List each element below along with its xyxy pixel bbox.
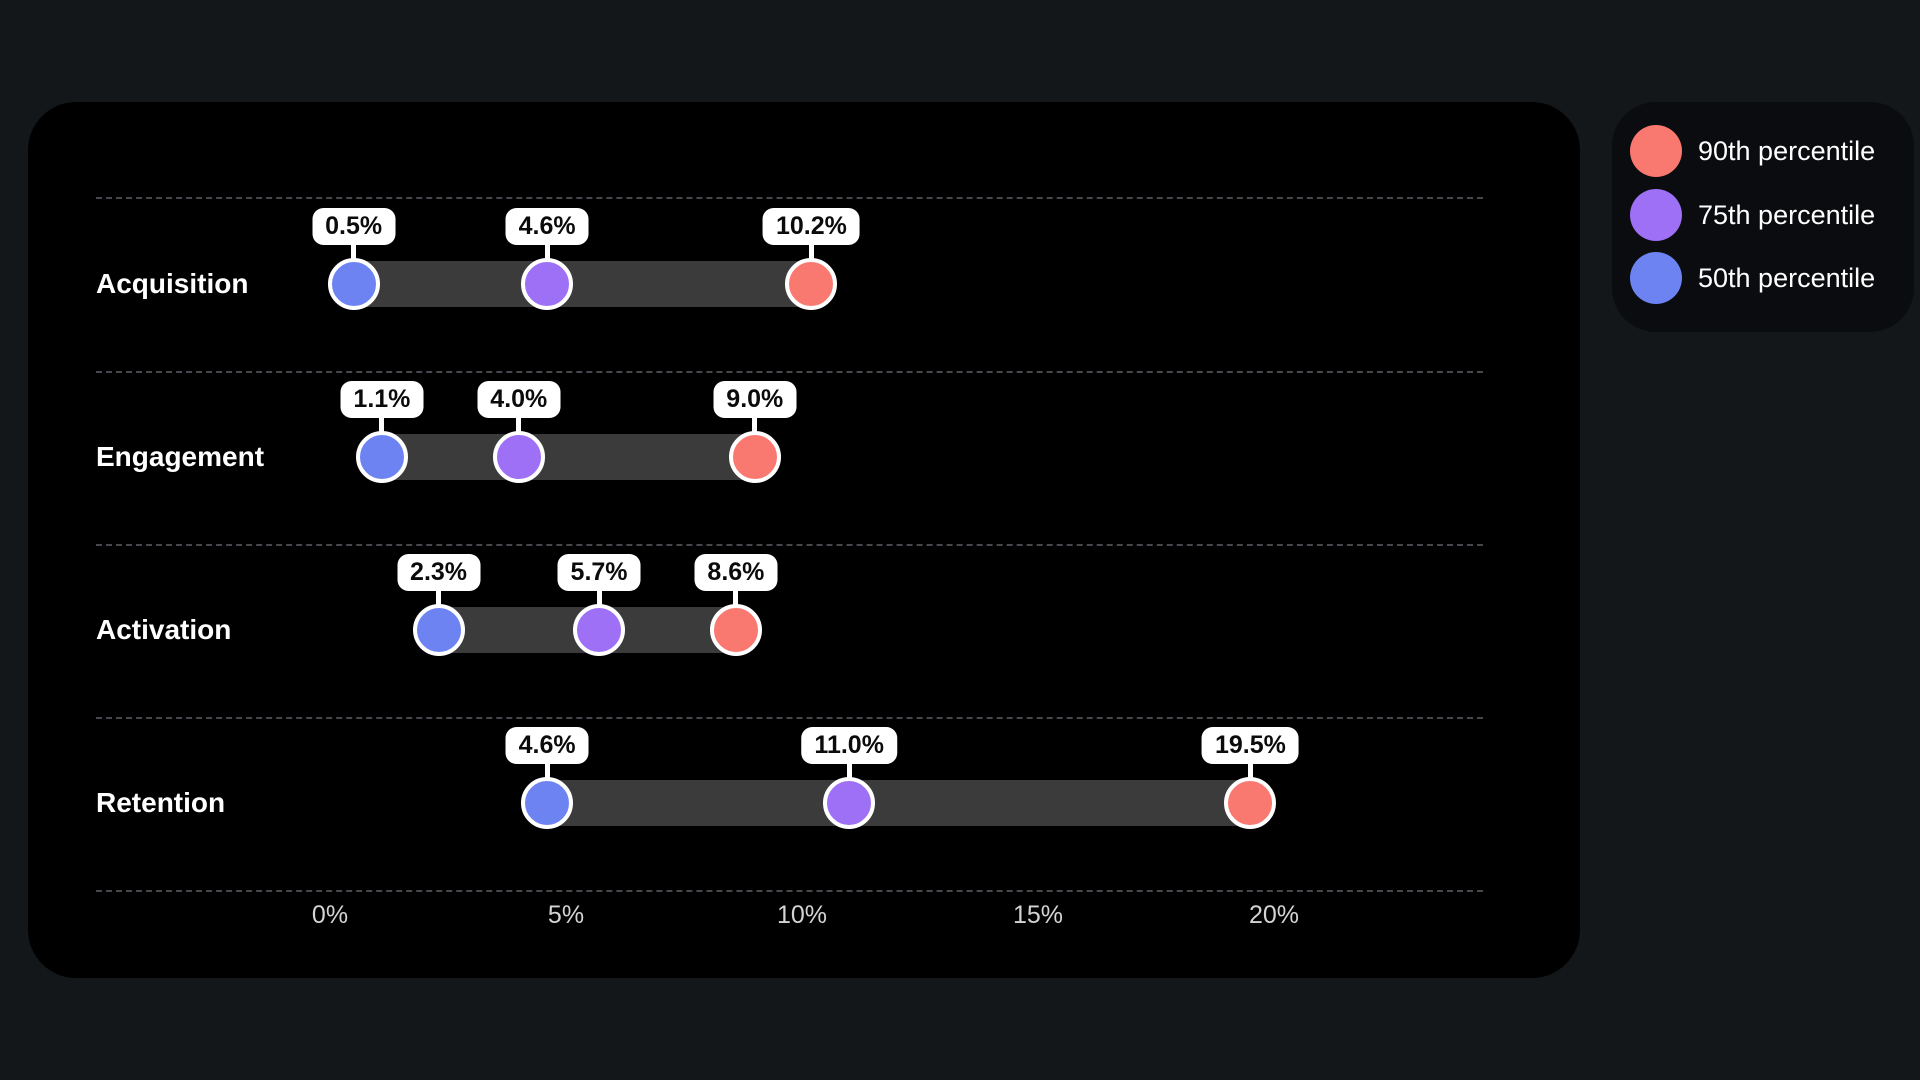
value-badge: 4.6% xyxy=(505,727,589,764)
value-badge: 2.3% xyxy=(397,554,481,591)
dot-90th-percentile xyxy=(709,604,762,656)
dot-50th-percentile xyxy=(327,258,380,310)
legend-item-label: 75th percentile xyxy=(1698,199,1876,230)
x-axis-tick-label: 5% xyxy=(547,901,585,929)
dot-75th-percentile xyxy=(823,777,876,829)
badge-stem xyxy=(596,590,602,606)
legend-swatch-circle xyxy=(1630,125,1682,177)
legend-item-label: 50th percentile xyxy=(1698,263,1876,293)
row-separator xyxy=(96,371,1483,373)
badge-stem xyxy=(379,417,385,433)
badge-stem xyxy=(516,417,522,433)
value-badge: 4.6% xyxy=(505,208,589,245)
range-bar xyxy=(547,780,1251,826)
value-badge: 19.5% xyxy=(1201,727,1299,764)
value-badge: 4.0% xyxy=(477,381,561,418)
dot-90th-percentile xyxy=(728,431,781,483)
category-label: Engagement xyxy=(96,441,265,472)
dot-90th-percentile xyxy=(785,258,838,310)
range-bar xyxy=(381,434,755,480)
legend-swatch-circle xyxy=(1630,252,1682,304)
dot-50th-percentile xyxy=(521,777,574,829)
badge-stem xyxy=(733,590,739,606)
dot-90th-percentile xyxy=(1224,777,1277,829)
legend-swatch-circle xyxy=(1630,188,1682,241)
category-label: Acquisition xyxy=(96,268,249,299)
value-badge: 9.0% xyxy=(713,381,797,418)
row-separator xyxy=(96,717,1483,719)
badge-stem xyxy=(846,763,852,779)
legend-item-label: 90th percentile xyxy=(1698,136,1876,166)
dot-75th-percentile xyxy=(492,431,545,483)
row-separator xyxy=(96,197,1483,199)
value-badge: 8.6% xyxy=(694,554,778,591)
x-axis-tick-label: 0% xyxy=(311,901,349,929)
category-label: Retention xyxy=(96,787,226,818)
x-axis-tick-label: 20% xyxy=(1248,901,1300,929)
range-bar xyxy=(353,261,812,307)
row-separator xyxy=(96,544,1483,546)
percentile-dumbbell-chart-card: Acquisition 0.5% 4.6% 10.2% Engagement 1.1% 4.… xyxy=(28,102,1580,978)
badge-stem xyxy=(544,244,550,260)
badge-stem xyxy=(808,244,814,260)
category-label: Activation xyxy=(96,614,232,645)
badge-stem xyxy=(436,590,442,606)
x-axis-tick-label: 10% xyxy=(776,901,828,929)
axis-baseline xyxy=(96,890,1483,892)
value-badge: 10.2% xyxy=(762,208,860,245)
badge-stem xyxy=(752,417,758,433)
dot-75th-percentile xyxy=(573,604,626,656)
dot-50th-percentile xyxy=(412,604,465,656)
value-badge: 11.0% xyxy=(801,727,897,764)
chart-legend-card: 90th percentile 75th percentile 50th perce… xyxy=(1612,102,1914,332)
value-badge: 0.5% xyxy=(312,208,396,245)
value-badge: 5.7% xyxy=(557,554,641,591)
dot-50th-percentile xyxy=(355,431,408,483)
badge-stem xyxy=(351,244,357,260)
badge-stem xyxy=(1247,763,1253,779)
dot-75th-percentile xyxy=(521,258,574,310)
value-badge: 1.1% xyxy=(340,381,424,418)
badge-stem xyxy=(544,763,550,779)
x-axis-tick-label: 15% xyxy=(1012,901,1064,929)
